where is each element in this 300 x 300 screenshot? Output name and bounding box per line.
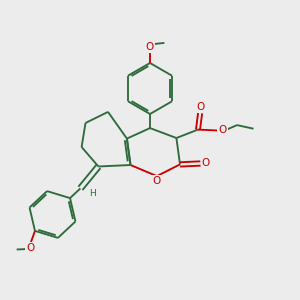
Text: O: O [146, 41, 154, 52]
Text: H: H [89, 189, 96, 198]
Text: O: O [202, 158, 210, 169]
Text: O: O [196, 102, 204, 112]
Text: O: O [26, 243, 34, 253]
Text: O: O [218, 125, 227, 136]
Text: O: O [152, 176, 160, 186]
